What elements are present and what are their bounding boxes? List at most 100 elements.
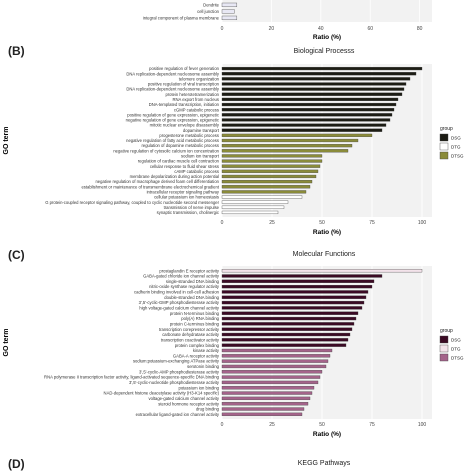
y-tick-label-b: DNA replication-dependent nucleosome ass…: [126, 71, 220, 76]
bar-b: [221, 72, 417, 76]
y-tick-label-c: high voltage-gated calcium channel activ…: [139, 306, 220, 311]
legend-swatch-b: [439, 151, 449, 160]
y-tick-label-b: G protein-coupled receptor signaling pat…: [45, 200, 219, 205]
y-tick-label-b: cellular response to fluid shear stress: [150, 164, 219, 169]
bar-c: [221, 269, 423, 273]
bar-c: [221, 386, 315, 390]
y-tick-label-b: membrane depolarization during action po…: [130, 174, 219, 179]
y-tick-label-b: negative regulation of cytosolic calcium…: [113, 148, 219, 153]
bar-c: [221, 327, 353, 331]
y-axis-title-c: GO term: [3, 328, 10, 356]
y-tick-label-c: potassium ion binding: [178, 385, 219, 390]
y-tick-label-b: transmission of nerve impulse: [164, 205, 220, 210]
y-tick-label-b: regulation of dopamine metabolic process: [141, 143, 219, 148]
legend-swatch-c: [439, 335, 449, 344]
bar-b: [221, 77, 411, 81]
panel-b-letter: (B): [8, 44, 25, 58]
x-axis-title-b: Ratio (%): [313, 229, 341, 236]
bar-c: [221, 407, 305, 411]
y-tick-label-c: GABA-gated chloride ion channel activity: [143, 274, 220, 279]
x-tick-label-a: 60: [367, 26, 373, 32]
bar-b: [221, 200, 289, 204]
y-tick-label-b: progesterone metabolic process: [159, 133, 219, 138]
y-tick-label-c: drug binding: [196, 407, 220, 412]
chart-c: 0 25 50 75 100 prostaglandin E receptor activ…: [3, 266, 464, 438]
chart-b: 0 25 50 75 100 positive regulation of fever g…: [3, 64, 464, 236]
y-tick-label-b: dopamine transport: [183, 128, 220, 133]
y-tick-label-c: kinase activity: [193, 348, 220, 353]
y-tick-label-c: 3',5'-cyclic-GMP phosphodiesterase activ…: [139, 300, 220, 305]
y-tick-label-b: negative regulation of gene expression, …: [126, 118, 219, 123]
bar-b: [221, 123, 387, 127]
bar-b: [221, 108, 395, 112]
bar-b: [221, 185, 311, 189]
bar-c: [221, 274, 383, 278]
bar-b: [221, 82, 407, 86]
bar-b: [221, 159, 323, 163]
x-tick-label-c: 75: [369, 422, 375, 428]
bar-c: [221, 396, 311, 401]
panel-c-letter: (C): [8, 248, 25, 262]
bar-c: [221, 391, 313, 395]
y-tick-label-b: mitotic nuclear envelope disassembly: [150, 123, 220, 128]
bar-c: [221, 402, 309, 406]
y-tick-label-b: negative regulation of macrophage derive…: [95, 179, 219, 184]
y-tick-label-b: regulation of cardiac muscle cell contra…: [138, 159, 220, 164]
bar-c: [221, 370, 323, 374]
y-tick-label-b: positive regulation of gene expression, …: [127, 112, 219, 117]
bar-b: [221, 66, 423, 71]
x-tick-label-c: 0: [221, 422, 224, 428]
x-tick-label-c: 50: [319, 422, 325, 428]
bar-b: [221, 97, 399, 101]
x-tick-label-b: 100: [418, 220, 427, 226]
y-tick-label-c: protein N-terminus binding: [170, 311, 220, 316]
bar-c: [221, 284, 373, 289]
legend-title-c: group: [440, 328, 453, 334]
y-tick-label-b: sodium ion transport: [181, 154, 220, 159]
legend-title-b: group: [440, 126, 453, 132]
legend-label-b: DSG: [451, 136, 461, 141]
y-tick-label-c: double-stranded DNA binding: [164, 295, 219, 300]
y-tick-label-b: positive regulation of fever generation: [149, 66, 220, 71]
bar-b: [221, 164, 321, 168]
x-tick-label-a: 20: [269, 26, 275, 32]
bar-c: [221, 412, 303, 416]
bar-b: [221, 205, 285, 209]
bar-b: [221, 87, 405, 91]
y-tick-label-c: nitric-oxide synthase regulator activity: [149, 284, 220, 289]
bar-a: [221, 15, 238, 20]
x-tick-label-b: 0: [221, 220, 224, 226]
y-tick-label-c: GABA-A receptor activity: [173, 353, 220, 358]
y-tick-label-c: single-stranded DNA binding: [166, 279, 220, 284]
y-tick-label-b: positive regulation of viral transcripti…: [148, 82, 220, 87]
bar-c: [221, 348, 333, 353]
y-tick-label-b: DNA replication-dependent nucleosome ass…: [126, 87, 220, 92]
y-tick-label-c: carbonate dehydratase activity: [162, 332, 220, 337]
legend-swatch-b: [439, 142, 449, 151]
bar-c: [221, 311, 359, 315]
legend-label-b: DTG: [451, 145, 461, 150]
y-tick-label-b: intracellular receptor signaling pathway: [147, 189, 220, 194]
y-tick-label-c: extracellular ligand-gated ion channel a…: [136, 412, 220, 417]
bar-c: [221, 354, 331, 358]
x-tick-label-a: 80: [417, 26, 423, 32]
y-tick-label-a: integral component of plasma membrane: [143, 15, 220, 20]
x-tick-label-a: 40: [318, 26, 324, 32]
y-tick-label-b: cGMP catabolic process: [174, 107, 219, 112]
y-tick-label-b: cAMP catabolic process: [174, 169, 219, 174]
y-tick-label-c: poly(A) RNA binding: [181, 316, 219, 321]
y-tick-label-c: transcription corepressor activity: [159, 327, 220, 332]
bar-b: [221, 92, 403, 96]
bar-b: [221, 149, 349, 153]
bar-b: [221, 133, 373, 137]
panel-b-title: Biological Processs: [293, 48, 355, 55]
bar-b: [221, 138, 359, 143]
legend-swatch-b: [439, 133, 449, 142]
bar-b: [221, 113, 393, 117]
bar-b: [221, 154, 323, 158]
y-tick-label-c: cadherin binding involved in cell-cell a…: [134, 290, 220, 295]
bar-c: [221, 290, 369, 294]
y-tick-label-c: protein C-terminus binding: [170, 321, 220, 326]
bar-b: [221, 174, 317, 179]
bar-b: [221, 144, 353, 148]
